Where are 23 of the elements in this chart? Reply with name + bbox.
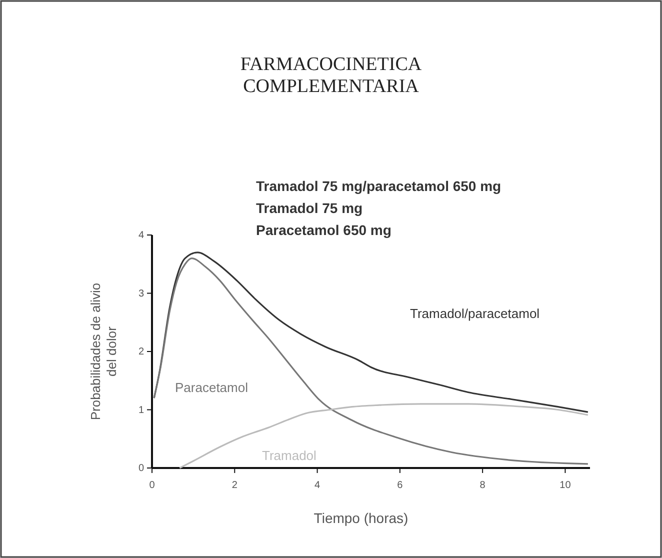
annotation: Paracetamol 650 mg <box>256 222 392 238</box>
x-axis-title: Tiempo (horas) <box>314 510 408 526</box>
line-series <box>153 252 589 413</box>
x-tick-label: 0 <box>149 480 156 491</box>
text: Tramadol 75 mg <box>256 200 363 216</box>
y-axis-title: Probabilidades de alivio del dolor <box>88 282 119 420</box>
chart-title: FARMACOCINETICA COMPLEMENTARIA <box>240 54 422 97</box>
y-tick-label: 0 <box>138 463 144 474</box>
x-tick-label: 8 <box>480 480 486 491</box>
x-tick-label: 2 <box>232 480 238 491</box>
x-tick-label: 6 <box>397 480 404 491</box>
x-tick-label: 4 <box>314 480 320 491</box>
y-tick-label: 3 <box>138 288 144 300</box>
x-tick-label: 10 <box>560 480 572 491</box>
series-label: Paracetamol <box>175 380 248 395</box>
y-tick-label: 2 <box>138 346 144 358</box>
y-tick-label: 4 <box>138 230 144 241</box>
line-series <box>178 403 589 469</box>
series-label: Tramadol <box>262 448 317 463</box>
y-tick-label: 1 <box>138 404 144 416</box>
text: Tramadol/paracetamol <box>410 306 540 321</box>
line-series <box>153 258 589 465</box>
text: Tramadol 75 mg/paracetamol 650 mg <box>256 178 502 194</box>
